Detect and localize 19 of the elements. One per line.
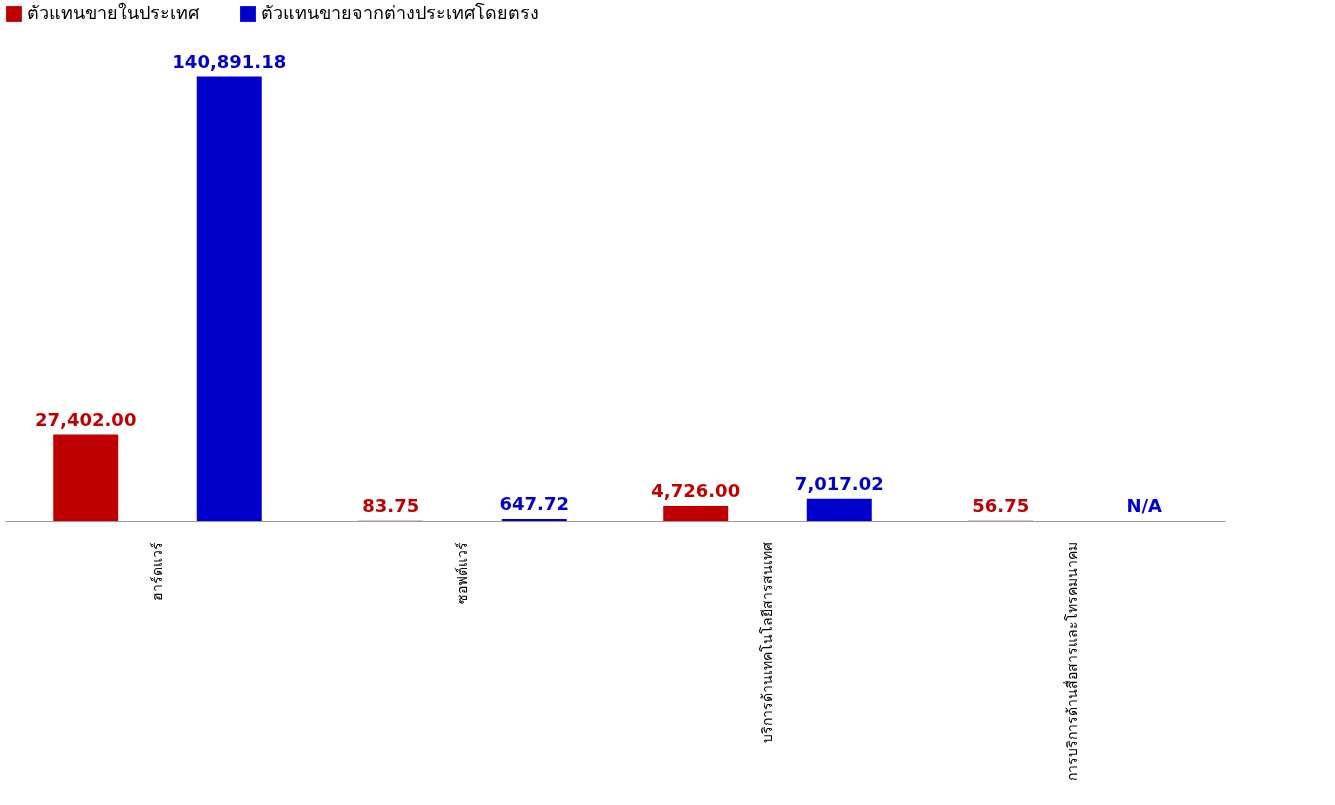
- x-tick-label: บริการด้านเทคโนโลยีสารสนเทศ: [758, 541, 775, 743]
- legend-label: ตัวแทนขายในประเทศ: [27, 2, 200, 23]
- text: N/A: [1126, 495, 1163, 516]
- data-label: 27,402.00: [35, 408, 137, 430]
- bar: [196, 76, 262, 521]
- x-tick-label: การบริการด้านสื่อสารและโทรคมนาคม: [1062, 541, 1080, 781]
- legend-label: ตัวแทนขายจากต่างประเทศโดยตรง: [261, 2, 539, 23]
- data-label: 647.72: [499, 492, 569, 514]
- x-tick-label: ซอฟต์แวร์: [453, 541, 470, 604]
- data-label: 7,017.02: [794, 472, 884, 494]
- data-label: 56.75: [972, 494, 1030, 516]
- bar: [806, 498, 872, 521]
- x-tick-label: ฮาร์ดแวร์: [148, 541, 165, 601]
- bar: [53, 434, 119, 521]
- data-label: 83.75: [362, 494, 420, 516]
- bar: [501, 518, 567, 521]
- bar: [663, 506, 729, 521]
- data-label: 4,726.00: [651, 480, 741, 502]
- data-label: 140,891.18: [172, 50, 287, 72]
